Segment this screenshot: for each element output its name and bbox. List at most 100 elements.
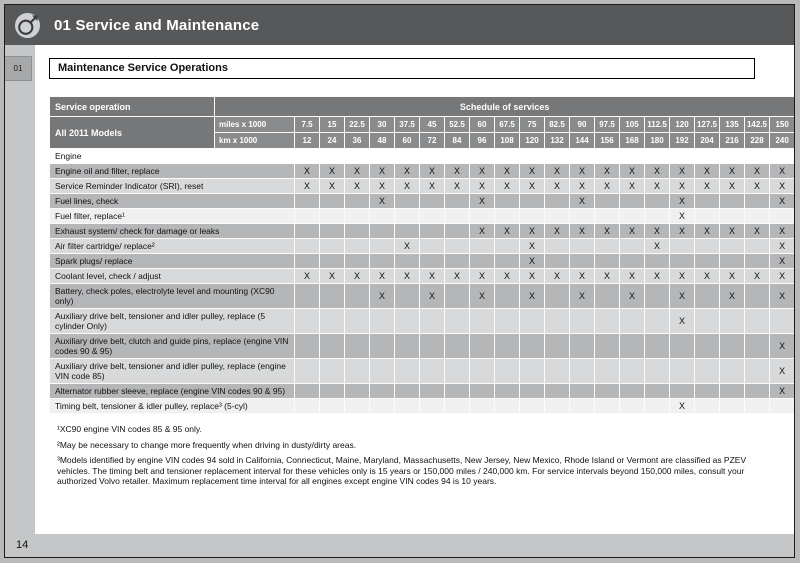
schedule-mark-cell [719, 208, 745, 224]
schedule-mark-cell: X [594, 163, 620, 179]
schedule-mark-cell [419, 358, 445, 384]
schedule-mark-cell [644, 333, 670, 359]
schedule-mark-cell: X [419, 283, 445, 309]
miles-interval-header: 75 [519, 116, 545, 133]
schedule-mark-cell: X [344, 268, 370, 284]
miles-interval-header: 142.5 [744, 116, 770, 133]
schedule-mark-cell: X [569, 178, 595, 194]
schedule-mark-cell [344, 358, 370, 384]
schedule-mark-cell: X [519, 223, 545, 239]
schedule-mark-cell [619, 208, 645, 224]
schedule-mark-cell [669, 383, 695, 399]
km-interval-header: 132 [544, 132, 570, 149]
schedule-mark-cell: X [719, 283, 745, 309]
schedule-mark-cell [619, 308, 645, 334]
schedule-mark-cell [644, 383, 670, 399]
schedule-mark-cell [444, 193, 470, 209]
schedule-mark-cell: X [669, 163, 695, 179]
schedule-mark-cell [319, 238, 345, 254]
chapter-title: 01 Service and Maintenance [54, 16, 260, 34]
schedule-mark-cell [419, 238, 445, 254]
schedule-mark-cell: X [419, 268, 445, 284]
schedule-mark-cell [419, 208, 445, 224]
schedule-mark-cell [494, 283, 520, 309]
km-interval-header: 204 [694, 132, 720, 149]
schedule-mark-cell [344, 238, 370, 254]
schedule-mark-cell [519, 308, 545, 334]
schedule-mark-cell [344, 193, 370, 209]
schedule-mark-cell [594, 193, 620, 209]
service-operation-row: Auxiliary drive belt, tensioner and idle… [49, 308, 794, 334]
service-operation-label: Spark plugs/ replace [49, 253, 295, 269]
miles-interval-header: 82.5 [544, 116, 570, 133]
schedule-mark-cell [369, 358, 395, 384]
schedule-mark-cell: X [768, 223, 794, 239]
schedule-mark-cell [744, 398, 770, 414]
service-operation-row: Auxiliary drive belt, tensioner and idle… [49, 358, 794, 384]
schedule-mark-cell: X [494, 178, 520, 194]
service-operation-label: Coolant level, check / adjust [49, 268, 295, 284]
schedule-mark-cell [544, 208, 570, 224]
schedule-mark-cell [494, 383, 520, 399]
schedule-mark-cell: X [394, 178, 420, 194]
schedule-mark-cell: X [669, 398, 695, 414]
schedule-mark-cell [544, 253, 570, 269]
miles-interval-header: 105 [619, 116, 645, 133]
schedule-mark-cell: X [619, 223, 645, 239]
schedule-mark-cell [394, 383, 420, 399]
schedule-mark-cell: X [519, 178, 545, 194]
schedule-mark-cell: X [344, 178, 370, 194]
schedule-mark-cell [619, 383, 645, 399]
km-interval-header: 192 [669, 132, 695, 149]
schedule-mark-cell [444, 283, 470, 309]
schedule-mark-cell [719, 253, 745, 269]
schedule-mark-cell [419, 253, 445, 269]
miles-interval-header: 97.5 [594, 116, 620, 133]
schedule-mark-cell [494, 208, 520, 224]
schedule-mark-cell [744, 238, 770, 254]
schedule-mark-cell [744, 193, 770, 209]
schedule-mark-cell [744, 308, 770, 334]
miles-interval-header: 30 [369, 116, 395, 133]
schedule-mark-cell [369, 238, 395, 254]
schedule-mark-cell [344, 283, 370, 309]
km-interval-header: 240 [768, 132, 794, 149]
schedule-mark-cell [694, 283, 720, 309]
schedule-mark-cell: X [719, 268, 745, 284]
schedule-mark-cell [344, 253, 370, 269]
schedule-mark-cell: X [669, 223, 695, 239]
schedule-mark-cell [519, 398, 545, 414]
page-number: 14 [16, 539, 29, 551]
service-operation-row: Exhaust system/ check for damage or leak… [49, 223, 794, 239]
service-operation-label: Fuel lines, check [49, 193, 295, 209]
schedule-mark-cell: X [644, 238, 670, 254]
schedule-mark-cell [369, 383, 395, 399]
schedule-mark-cell [644, 398, 670, 414]
schedule-mark-cell [744, 253, 770, 269]
schedule-mark-cell [694, 358, 720, 384]
schedule-mark-cell [419, 308, 445, 334]
km-interval-header: 84 [444, 132, 470, 149]
schedule-mark-cell [494, 193, 520, 209]
schedule-mark-cell: X [469, 178, 495, 194]
schedule-mark-cell [419, 223, 445, 239]
schedule-mark-cell: X [669, 308, 695, 334]
schedule-mark-cell: X [469, 163, 495, 179]
schedule-mark-cell: X [719, 163, 745, 179]
service-operation-row: Service Reminder Indicator (SRI), reset X… [49, 178, 794, 194]
schedule-mark-cell [469, 253, 495, 269]
chapter-side-tab: 01 [5, 56, 32, 81]
schedule-mark-cell [394, 253, 420, 269]
schedule-mark-cell [294, 308, 320, 334]
schedule-mark-cell [519, 383, 545, 399]
schedule-mark-cell: X [719, 223, 745, 239]
footnote-2: ²May be necessary to change more frequen… [57, 439, 357, 450]
km-interval-header: 216 [719, 132, 745, 149]
schedule-mark-cell [569, 308, 595, 334]
schedule-mark-cell [319, 223, 345, 239]
schedule-mark-cell [369, 223, 395, 239]
service-operation-label: Auxiliary drive belt, tensioner and idle… [49, 358, 295, 384]
km-unit-label: km x 1000 [214, 132, 295, 149]
schedule-mark-cell [619, 193, 645, 209]
service-operation-label: Alternator rubber sleeve, replace (engin… [49, 383, 295, 399]
